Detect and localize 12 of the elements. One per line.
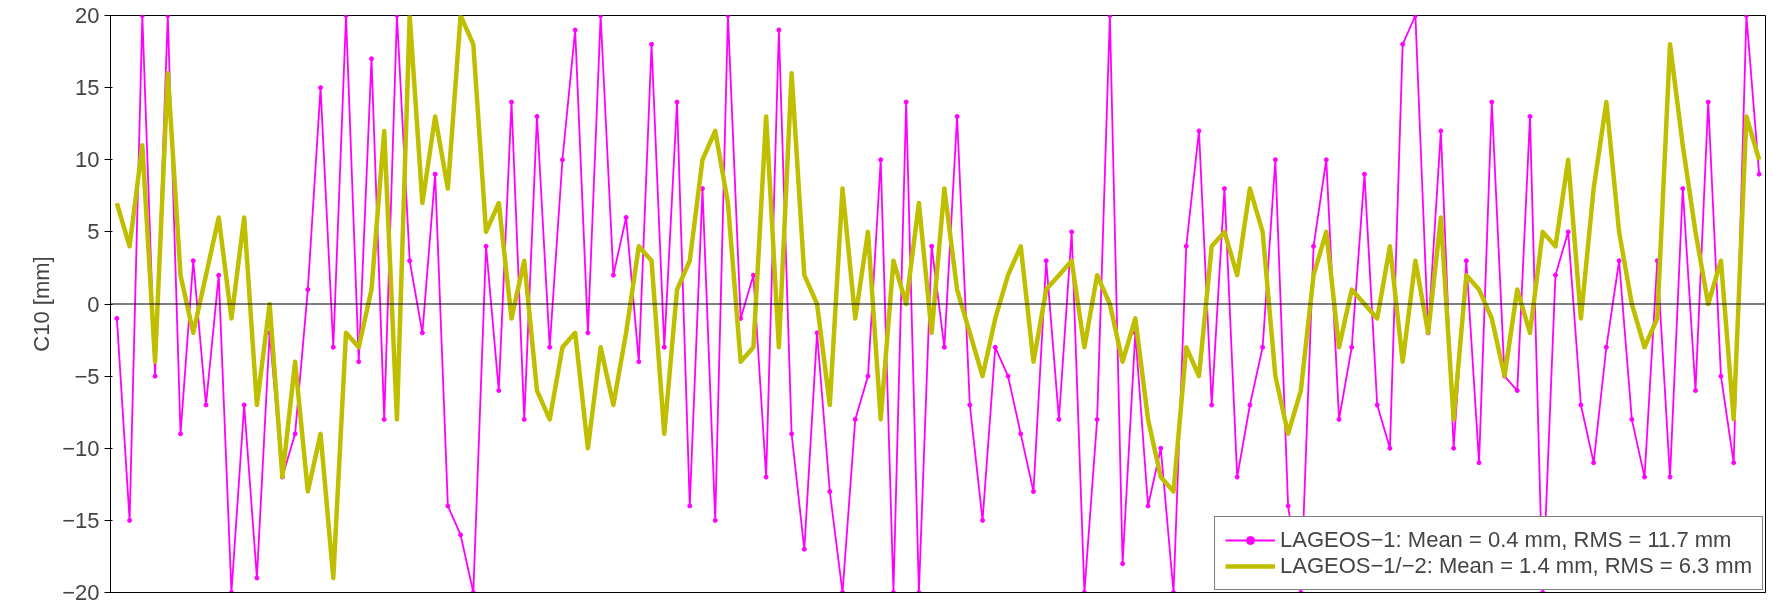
y-tick-label: −15 xyxy=(62,507,100,533)
y-tick-label: 0 xyxy=(87,291,100,317)
y-tick-label: −5 xyxy=(74,363,100,389)
legend-label: LAGEOS−1: Mean = 0.4 mm, RMS = 11.7 mm xyxy=(1280,527,1732,553)
y-tick-label: 15 xyxy=(75,75,100,101)
legend-label: LAGEOS−1/−2: Mean = 1.4 mm, RMS = 6.3 mm xyxy=(1280,553,1752,579)
y-tick-label: −20 xyxy=(62,580,100,602)
y-tick-label: −10 xyxy=(62,435,100,461)
y-tick-label: 5 xyxy=(87,219,100,245)
y-tick-label: 20 xyxy=(75,3,100,28)
y-axis-title: C10 [mm] xyxy=(29,256,55,352)
y-tick-label: 10 xyxy=(75,147,100,173)
